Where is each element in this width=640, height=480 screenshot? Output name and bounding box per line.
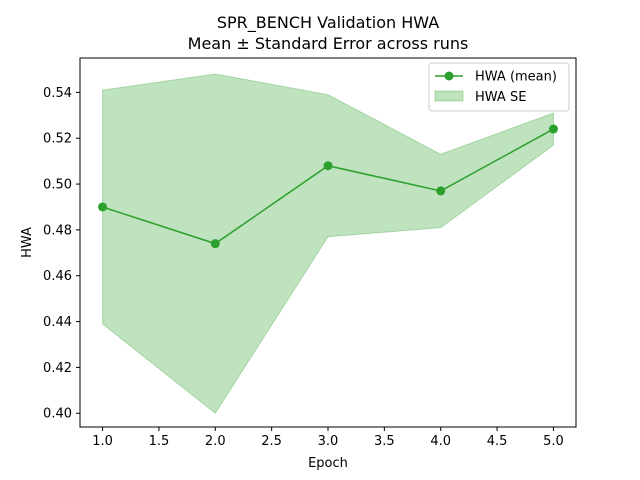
legend-band-swatch xyxy=(434,90,464,102)
y-axis: 0.40 0.42 0.44 0.46 0.48 0.50 0.52 0.54 xyxy=(43,86,80,422)
legend-label-se: HWA SE xyxy=(475,90,526,105)
legend-label-mean: HWA (mean) xyxy=(475,70,557,85)
x-tick-label: 2.0 xyxy=(205,434,226,449)
x-axis-label: Epoch xyxy=(308,456,348,471)
x-tick-label: 4.0 xyxy=(430,434,451,449)
y-tick-label: 0.46 xyxy=(43,269,72,284)
chart-title: SPR_BENCH Validation HWA xyxy=(217,13,439,33)
x-tick-label: 4.5 xyxy=(487,434,508,449)
y-tick-label: 0.54 xyxy=(43,86,72,101)
data-point-epoch-1 xyxy=(98,202,108,212)
data-point-epoch-4 xyxy=(436,186,446,196)
x-tick-label: 1.0 xyxy=(92,434,113,449)
x-tick-label: 5.0 xyxy=(543,434,564,449)
x-tick-label: 3.5 xyxy=(374,434,395,449)
plot-area xyxy=(98,73,558,414)
chart-subtitle: Mean ± Standard Error across runs xyxy=(188,34,469,53)
y-tick-label: 0.44 xyxy=(43,315,72,330)
x-tick-label: 3.0 xyxy=(318,434,339,449)
legend-box xyxy=(428,62,570,112)
y-tick-label: 0.42 xyxy=(43,361,72,376)
legend: HWA (mean) HWA SE xyxy=(428,62,570,112)
y-tick-label: 0.48 xyxy=(43,223,72,238)
legend-marker-swatch xyxy=(444,71,454,81)
x-axis: 1.0 1.5 2.0 2.5 3.0 3.5 4.0 4.5 5.0 xyxy=(92,427,564,449)
y-axis-label: HWA xyxy=(20,227,35,258)
data-point-epoch-5 xyxy=(548,124,558,134)
y-tick-label: 0.40 xyxy=(43,407,72,422)
se-band xyxy=(102,73,554,414)
data-point-epoch-3 xyxy=(323,161,333,171)
y-tick-label: 0.52 xyxy=(43,132,72,147)
x-tick-label: 2.5 xyxy=(261,434,282,449)
data-point-epoch-2 xyxy=(210,239,220,249)
y-tick-label: 0.50 xyxy=(43,178,72,193)
x-tick-label: 1.5 xyxy=(149,434,170,449)
